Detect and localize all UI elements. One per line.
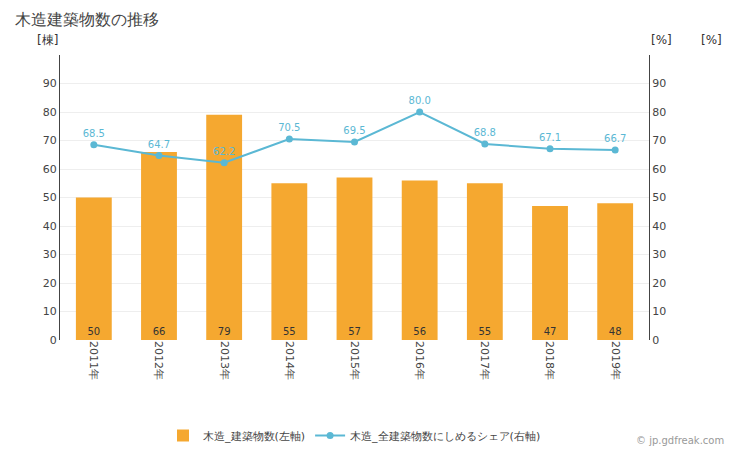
svg-text:67.1: 67.1 — [539, 132, 561, 143]
svg-text:50: 50 — [43, 191, 57, 204]
svg-text:0: 0 — [50, 334, 57, 347]
svg-text:79: 79 — [218, 326, 231, 337]
svg-text:[%]: [%] — [651, 33, 672, 47]
svg-text:66: 66 — [153, 326, 166, 337]
svg-text:60: 60 — [652, 163, 666, 176]
svg-text:20: 20 — [652, 277, 666, 290]
svg-text:68.8: 68.8 — [474, 127, 496, 138]
svg-text:90: 90 — [43, 77, 57, 90]
svg-text:40: 40 — [43, 220, 57, 233]
svg-text:80: 80 — [652, 106, 666, 119]
svg-text:80.0: 80.0 — [409, 95, 431, 106]
svg-text:47: 47 — [544, 326, 557, 337]
svg-text:0: 0 — [652, 334, 659, 347]
svg-text:70.5: 70.5 — [278, 122, 300, 133]
svg-text:30: 30 — [43, 248, 57, 261]
svg-text:10: 10 — [43, 305, 57, 318]
svg-text:70: 70 — [43, 134, 57, 147]
svg-text:10: 10 — [652, 305, 666, 318]
svg-text:2014年: 2014年 — [283, 341, 296, 380]
svg-text:2016年: 2016年 — [413, 341, 426, 380]
svg-text:[棟]: [棟] — [37, 33, 58, 47]
svg-text:木造_建築物数(左軸): 木造_建築物数(左軸) — [203, 430, 305, 443]
svg-text:48: 48 — [609, 326, 622, 337]
svg-text:56: 56 — [413, 326, 426, 337]
svg-text:2011年: 2011年 — [87, 341, 100, 380]
svg-text:2013年: 2013年 — [218, 341, 231, 380]
svg-text:2015年: 2015年 — [348, 341, 361, 380]
svg-text:55: 55 — [478, 326, 491, 337]
svg-text:© jp.gdfreak.com: © jp.gdfreak.com — [636, 435, 724, 446]
svg-text:50: 50 — [87, 326, 100, 337]
svg-text:木造_全建築物数にしめるシェア(右軸): 木造_全建築物数にしめるシェア(右軸) — [350, 430, 540, 443]
svg-text:66.7: 66.7 — [604, 133, 626, 144]
svg-text:55: 55 — [283, 326, 296, 337]
svg-text:[%]: [%] — [701, 33, 722, 47]
svg-text:30: 30 — [652, 248, 666, 261]
svg-text:64.7: 64.7 — [148, 139, 170, 150]
svg-text:40: 40 — [652, 220, 666, 233]
svg-text:2018年: 2018年 — [543, 341, 556, 380]
svg-text:木造建築物数の推移: 木造建築物数の推移 — [15, 10, 159, 29]
svg-text:2017年: 2017年 — [478, 341, 491, 380]
svg-text:20: 20 — [43, 277, 57, 290]
svg-text:68.5: 68.5 — [83, 128, 105, 139]
svg-text:69.5: 69.5 — [343, 125, 365, 136]
svg-text:60: 60 — [43, 163, 57, 176]
svg-text:57: 57 — [348, 326, 361, 337]
svg-text:2019年: 2019年 — [609, 341, 622, 380]
svg-text:70: 70 — [652, 134, 666, 147]
svg-text:80: 80 — [43, 106, 57, 119]
svg-text:2012年: 2012年 — [152, 341, 165, 380]
svg-text:50: 50 — [652, 191, 666, 204]
svg-text:62.2: 62.2 — [213, 146, 235, 157]
svg-text:90: 90 — [652, 77, 666, 90]
